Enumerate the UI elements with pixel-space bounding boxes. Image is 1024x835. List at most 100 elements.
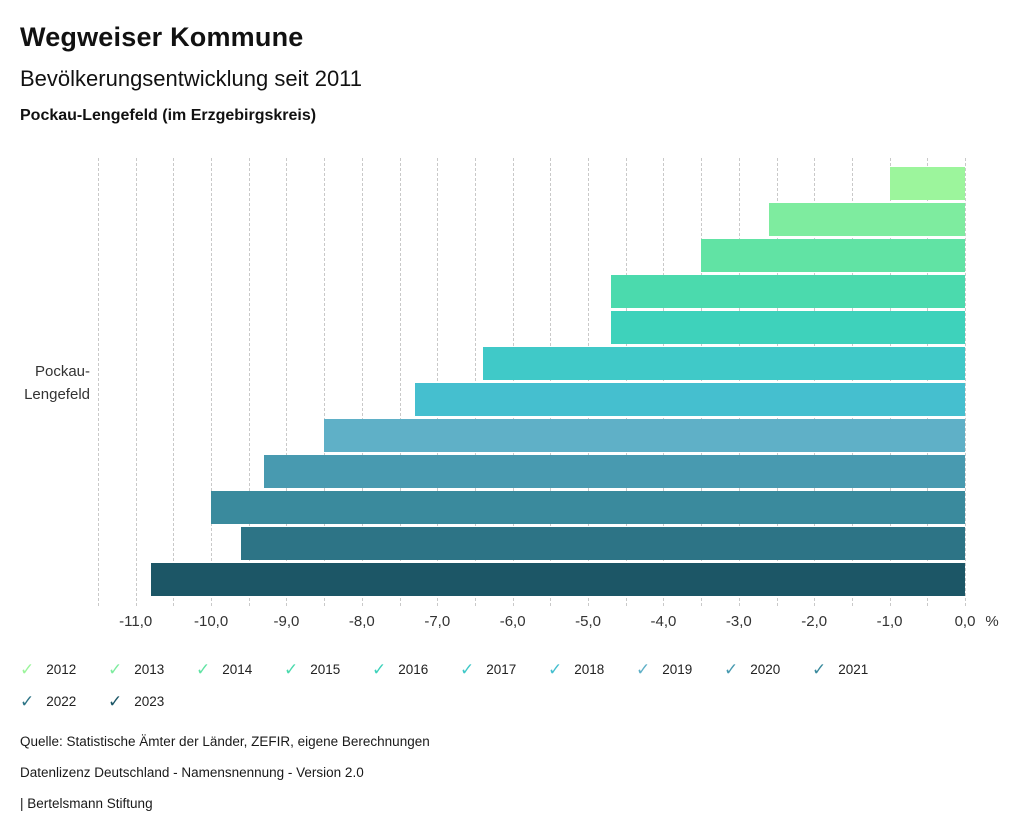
bar-row-2019	[98, 418, 965, 454]
legend-item-2023[interactable]: ✓ 2023	[108, 691, 196, 712]
population-bar-2018[interactable]	[414, 383, 965, 416]
gridline	[965, 158, 966, 606]
legend-year-label: 2013	[134, 662, 165, 677]
gridline	[814, 158, 816, 606]
bar-row-2018	[98, 382, 965, 418]
checkmark-icon: ✓	[196, 660, 211, 679]
checkmark-icon: ✓	[372, 660, 387, 679]
legend-year-label: 2019	[662, 662, 693, 677]
gridline	[588, 158, 590, 606]
population-bar-2019[interactable]	[324, 419, 965, 452]
gridline	[437, 158, 439, 606]
population-bar-2016[interactable]	[610, 311, 965, 344]
gridline	[776, 158, 778, 606]
gridline	[851, 158, 853, 606]
checkmark-icon: ✓	[20, 660, 35, 679]
gridline	[286, 158, 288, 606]
population-bar-2022[interactable]	[241, 527, 965, 560]
legend-item-2018[interactable]: ✓ 2018	[548, 659, 636, 680]
x-tick-label--4,0: -4,0	[650, 613, 677, 630]
legend-item-2019[interactable]: ✓ 2019	[636, 659, 724, 680]
legend-item-2021[interactable]: ✓ 2021	[812, 659, 900, 680]
bar-row-2023	[98, 562, 965, 598]
gridline	[98, 158, 99, 606]
bar-row-2013	[98, 202, 965, 238]
gridline	[361, 158, 363, 606]
x-tick-label--2,0: -2,0	[801, 613, 828, 630]
x-tick-label--3,0: -3,0	[725, 613, 752, 630]
grid-layer	[98, 158, 966, 606]
bar-row-2014	[98, 238, 965, 274]
x-tick-label--11,0: -11,0	[119, 613, 153, 630]
legend-year-label: 2017	[486, 662, 517, 677]
checkmark-icon: ✓	[284, 660, 299, 679]
legend-year-label: 2018	[574, 662, 605, 677]
gridline	[625, 158, 627, 606]
bar-row-2015	[98, 274, 965, 310]
x-tick-label--6,0: -6,0	[499, 613, 526, 630]
population-bar-2014[interactable]	[701, 239, 965, 272]
gridline	[474, 158, 476, 606]
legend-year-label: 2021	[838, 662, 869, 677]
gridline	[927, 158, 929, 606]
gridline	[889, 158, 891, 606]
legend-year-label: 2015	[310, 662, 341, 677]
population-bar-2020[interactable]	[263, 455, 965, 488]
legend-year-label: 2016	[398, 662, 429, 677]
population-bar-2023[interactable]	[150, 563, 965, 596]
gridline	[324, 158, 326, 606]
x-tick-label--9,0: -9,0	[273, 613, 300, 630]
gridline	[135, 158, 137, 606]
gridline	[701, 158, 703, 606]
page-title: Wegweiser Kommune	[20, 22, 304, 52]
population-bar-2017[interactable]	[482, 347, 965, 380]
bar-row-2017	[98, 346, 965, 382]
gridline	[173, 158, 175, 606]
x-tick-label--8,0: -8,0	[348, 613, 375, 630]
population-bar-2015[interactable]	[610, 275, 965, 308]
gridline	[248, 158, 250, 606]
checkmark-icon: ✓	[548, 660, 563, 679]
legend-year-label: 2022	[46, 694, 77, 709]
legend-year-label: 2023	[134, 694, 165, 709]
legend-year-label: 2012	[46, 662, 77, 677]
checkmark-icon: ✓	[636, 660, 651, 679]
chart-location-label: Pockau-Lengefeld (im Erzgebirgskreis)	[20, 107, 317, 124]
source-line: Quelle: Statistische Ämter der Länder, Z…	[20, 734, 430, 749]
x-tick-label--5,0: -5,0	[575, 613, 601, 630]
category-label-line-2: Lengefeld	[24, 386, 90, 403]
checkmark-icon: ✓	[108, 692, 123, 711]
legend-item-2012[interactable]: ✓ 2012	[20, 659, 108, 680]
x-axis-unit-label: %	[985, 613, 999, 630]
population-bar-2013[interactable]	[768, 203, 965, 236]
bars-layer	[98, 158, 965, 606]
chart-footer: Quelle: Statistische Ämter der Länder, Z…	[20, 733, 430, 826]
legend-item-2017[interactable]: ✓ 2017	[460, 659, 548, 680]
legend-item-2022[interactable]: ✓ 2022	[20, 691, 108, 712]
population-bar-2012[interactable]	[889, 167, 965, 200]
gridline	[399, 158, 401, 606]
x-tick-label--1,0: -1,0	[876, 613, 903, 630]
population-bar-2021[interactable]	[211, 491, 965, 524]
legend-item-2013[interactable]: ✓ 2013	[108, 659, 196, 680]
publisher-line: | Bertelsmann Stiftung	[20, 796, 153, 811]
x-tick-label--10,0: -10,0	[193, 613, 229, 630]
x-axis: % -11,0 -10,0 -9,0 -8,0 -7,0 -6,0 -5,0 -4,0 -3,0…	[98, 613, 999, 633]
checkmark-icon: ✓	[812, 660, 827, 679]
gridline	[211, 158, 213, 606]
y-axis-category-label: Pockau- Lengefeld	[0, 360, 90, 406]
gridline	[512, 158, 514, 606]
checkmark-icon: ✓	[20, 692, 35, 711]
legend-item-2020[interactable]: ✓ 2020	[724, 659, 812, 680]
legend-item-2014[interactable]: ✓ 2014	[196, 659, 284, 680]
bar-row-2012	[98, 166, 965, 202]
legend-item-2016[interactable]: ✓ 2016	[372, 659, 460, 680]
legend-year-label: 2020	[750, 662, 781, 677]
bar-row-2022	[98, 526, 965, 562]
chart-title: Bevölkerungsentwicklung seit 2011	[20, 66, 363, 91]
x-tick-label--7,0: -7,0	[424, 613, 451, 630]
checkmark-icon: ✓	[460, 660, 475, 679]
legend-item-2015[interactable]: ✓ 2015	[284, 659, 372, 680]
category-label-line-1: Pockau-	[34, 363, 90, 380]
